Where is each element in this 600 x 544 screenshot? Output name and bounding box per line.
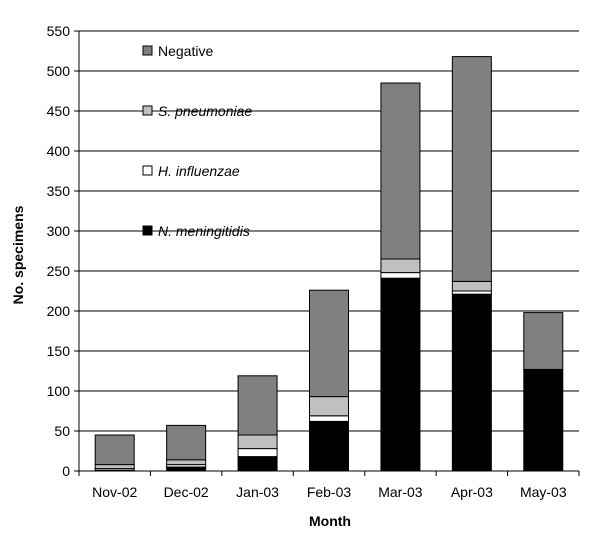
y-tick-label: 200 — [47, 303, 71, 319]
bars — [94, 56, 564, 472]
bar-segment-n-meningitidis — [523, 368, 564, 472]
y-tick-label: 500 — [47, 63, 71, 79]
x-tick-label: Dec-02 — [164, 484, 209, 500]
x-tick-label: May-03 — [520, 484, 567, 500]
legend-swatch — [142, 105, 153, 116]
y-tick-label: 350 — [47, 183, 71, 199]
y-tick-label: 150 — [47, 343, 71, 359]
y-tick-label: 100 — [47, 383, 71, 399]
bar-segment-n-meningitidis — [380, 277, 421, 472]
bar-segment-s-pneumoniae — [380, 258, 421, 274]
bar-segment-negative — [380, 82, 421, 260]
legend-label: H. influenzae — [158, 163, 240, 179]
bar-segment-s-pneumoniae — [166, 459, 207, 466]
y-tick-label: 450 — [47, 103, 71, 119]
bar-segment-s-pneumoniae — [237, 434, 278, 450]
y-tick-label: 550 — [47, 23, 71, 39]
bar-segment-h-influenzae — [380, 272, 421, 279]
x-tick-label: Jan-03 — [236, 484, 279, 500]
bar-segment-negative — [451, 56, 492, 282]
legend-swatch — [142, 165, 153, 176]
legend-label: Negative — [158, 43, 213, 59]
x-tick-label: Nov-02 — [92, 484, 137, 500]
y-tick-labels: 0 50 100 150 200 250 300 350 400 450 500 550 — [47, 23, 71, 479]
x-tick-label: Feb-03 — [307, 484, 352, 500]
bar-segment-n-meningitidis — [309, 420, 349, 472]
bar-segment-s-pneumoniae — [94, 464, 135, 470]
bar-segment-negative — [94, 434, 135, 466]
bar-segment-negative — [309, 289, 349, 398]
legend-swatch — [142, 45, 153, 56]
bar-segment-n-meningitidis — [166, 466, 207, 472]
x-tick-label: Mar-03 — [378, 484, 423, 500]
bar-segment-negative — [523, 312, 564, 370]
bar-segment-s-pneumoniae — [309, 396, 349, 417]
axes — [74, 31, 580, 476]
y-tick-label: 250 — [47, 263, 71, 279]
bar-segment-negative — [166, 424, 207, 461]
y-tick-label: 50 — [54, 423, 70, 439]
legend-label: S. pneumoniae — [158, 103, 252, 119]
y-tick-label: 400 — [47, 143, 71, 159]
bar-segment-negative — [237, 375, 278, 436]
x-axis-title: Month — [309, 513, 351, 529]
x-tick-label: Apr-03 — [451, 484, 493, 500]
y-tick-label: 0 — [62, 463, 70, 479]
bar-segment-s-pneumoniae — [451, 280, 492, 292]
bar-segment-h-influenzae — [309, 415, 349, 422]
y-tick-label: 300 — [47, 223, 71, 239]
x-tick-labels: Nov-02 Dec-02 Jan-03 Feb-03 Mar-03 Apr-03 May-… — [92, 484, 567, 500]
bar-segment-n-meningitidis — [451, 293, 492, 472]
legend-label: N. meningitidis — [158, 223, 250, 239]
y-axis-title: No. specimens — [10, 205, 26, 304]
legend: Negative S. pneumoniae H. influenzae N. men… — [142, 43, 252, 239]
bar-segment-h-influenzae — [237, 448, 278, 458]
legend-swatch — [142, 225, 153, 236]
bar-segment-n-meningitidis — [237, 456, 278, 472]
